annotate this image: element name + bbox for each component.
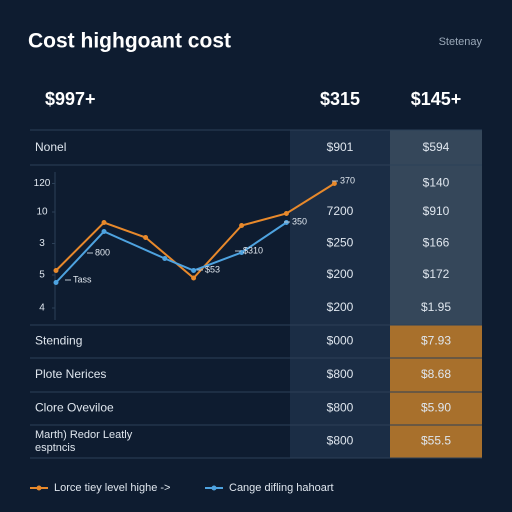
cell: $910 (423, 204, 450, 218)
cell: $200 (327, 267, 354, 281)
column-2 (390, 130, 482, 325)
y-tick-label: 5 (39, 270, 45, 281)
y-tick-label: 10 (36, 207, 48, 218)
cell: $8.68 (421, 367, 451, 381)
summary-value: $315 (320, 89, 360, 109)
row-label: Stending (35, 334, 82, 348)
cell: $901 (327, 140, 354, 154)
series-line (55, 221, 287, 284)
cell: $172 (423, 267, 450, 281)
annotation: 800 (95, 247, 110, 257)
cell: $1.95 (421, 300, 451, 314)
cell: $5.90 (421, 401, 451, 415)
cell: $166 (423, 236, 450, 250)
annotation: $53 (205, 264, 220, 274)
cell: $7.93 (421, 334, 451, 348)
summary-value: $997+ (45, 89, 96, 109)
y-tick-label: 4 (39, 303, 45, 314)
annotation: Tass (73, 274, 92, 284)
point (101, 229, 107, 234)
point (143, 235, 149, 240)
row-label: esptncis (35, 442, 76, 454)
point (283, 211, 289, 216)
cell: $000 (327, 334, 354, 348)
point (331, 181, 337, 186)
row-label: Clore Oveviloe (35, 401, 114, 415)
cell: $140 (423, 176, 450, 190)
y-tick-label: 120 (34, 178, 51, 189)
point (53, 268, 59, 273)
cell: $800 (327, 401, 354, 415)
column-1 (290, 130, 390, 458)
point (239, 223, 245, 228)
point (101, 220, 107, 225)
row-label: Nonel (35, 140, 66, 154)
point (162, 256, 168, 261)
row-label: Marth) Redor Leatly (35, 429, 133, 441)
point (191, 275, 197, 281)
point (191, 268, 197, 273)
legend-label: Lorce tiey level highe -> (54, 482, 170, 494)
cell: $55.5 (421, 434, 451, 448)
cell: $594 (423, 140, 450, 154)
cell: $800 (327, 367, 354, 381)
annotation: 370 (340, 175, 355, 185)
cell: 7200 (327, 204, 354, 218)
legend-marker (36, 485, 42, 491)
y-tick-label: 3 (39, 238, 45, 249)
annotation: $310 (243, 245, 263, 255)
separators (30, 129, 482, 459)
subtitle: Stetenay (439, 36, 483, 48)
title: Cost highgoant cost (28, 30, 231, 53)
cell: $250 (327, 236, 354, 250)
cell: $800 (327, 434, 354, 448)
summary-value: $145+ (411, 89, 462, 109)
row-label: Plote Nerices (35, 367, 106, 381)
annotation: 350 (292, 216, 307, 226)
point (53, 280, 59, 285)
cell: $200 (327, 300, 354, 314)
legend-marker (211, 485, 217, 491)
legend-label: Cange difling hahoart (229, 482, 334, 494)
